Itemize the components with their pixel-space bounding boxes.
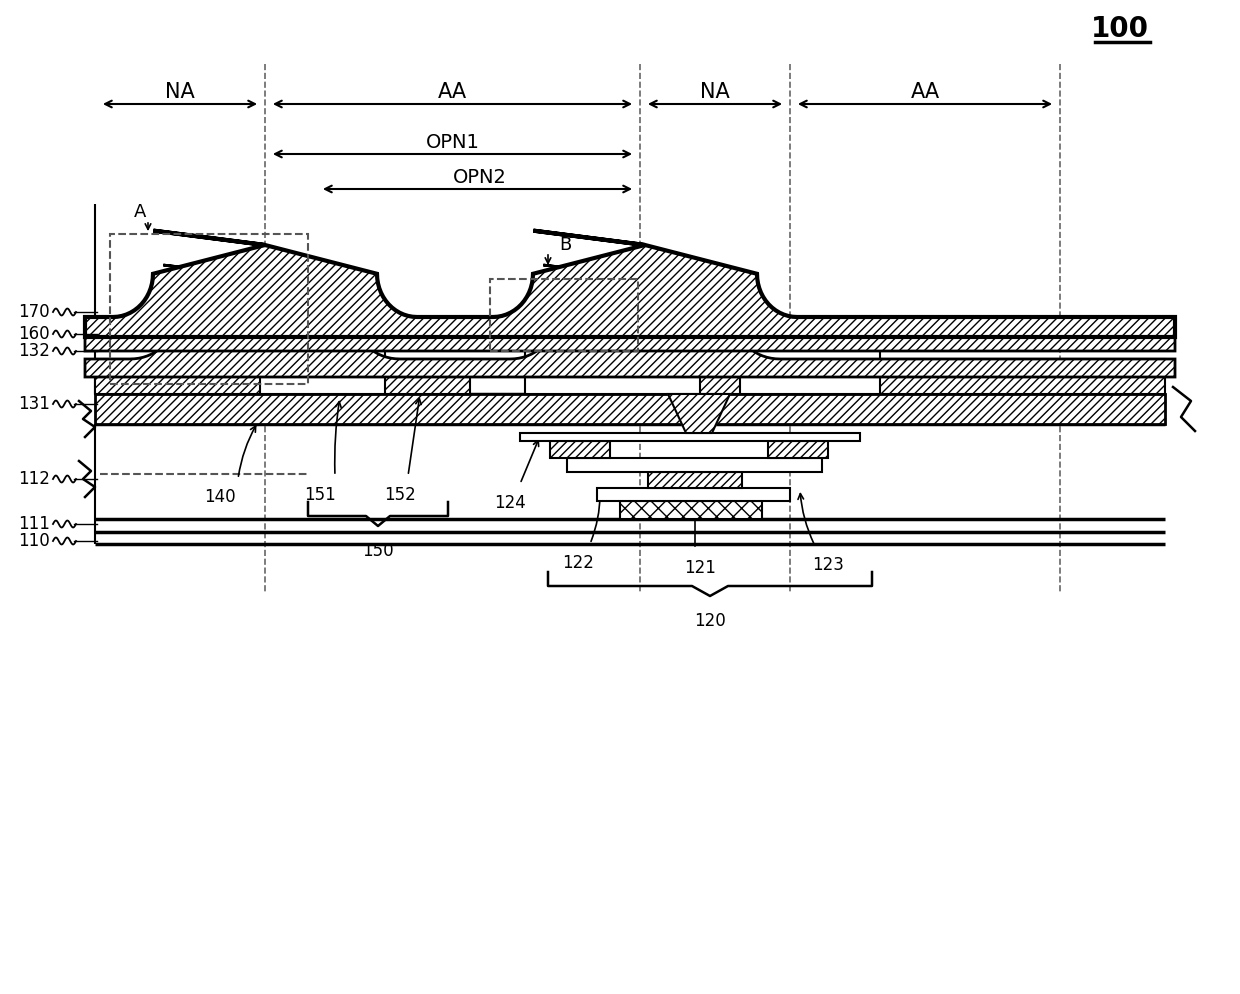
Text: A: A — [134, 203, 146, 221]
Text: NA: NA — [165, 82, 195, 102]
Bar — [490, 279, 639, 351]
Text: 112: 112 — [19, 470, 50, 488]
Bar — [625, 359, 1166, 394]
Bar — [95, 394, 1166, 424]
Polygon shape — [668, 394, 730, 433]
Text: 122: 122 — [562, 554, 594, 572]
Text: 151: 151 — [304, 486, 336, 504]
Text: OPN1: OPN1 — [425, 133, 480, 152]
Bar — [110, 234, 308, 384]
Text: 120: 120 — [694, 612, 725, 630]
Text: 140: 140 — [205, 488, 236, 506]
Bar — [95, 359, 470, 394]
Bar — [525, 336, 701, 394]
Text: 170: 170 — [19, 303, 50, 321]
Text: 131: 131 — [19, 395, 50, 413]
Bar — [649, 472, 742, 488]
Text: 132: 132 — [19, 342, 50, 360]
Text: 123: 123 — [812, 556, 844, 574]
Bar — [768, 441, 828, 458]
Text: 152: 152 — [384, 486, 415, 504]
Text: 121: 121 — [684, 559, 715, 577]
Text: NA: NA — [701, 82, 730, 102]
Text: 100: 100 — [1091, 15, 1149, 43]
Text: 160: 160 — [19, 325, 50, 343]
Text: 110: 110 — [19, 532, 50, 550]
Text: B: B — [559, 236, 572, 254]
Polygon shape — [86, 296, 1176, 377]
Bar — [567, 458, 822, 472]
Bar — [551, 441, 610, 458]
Polygon shape — [86, 265, 1176, 351]
Bar — [620, 501, 763, 519]
Text: AA: AA — [438, 82, 467, 102]
Text: 150: 150 — [362, 542, 394, 560]
Polygon shape — [668, 394, 730, 433]
Text: 124: 124 — [494, 494, 526, 512]
Text: 111: 111 — [19, 515, 50, 533]
Bar — [596, 488, 790, 501]
Text: OPN2: OPN2 — [453, 168, 507, 187]
Bar — [520, 433, 861, 441]
Bar — [740, 336, 880, 394]
Text: AA: AA — [910, 82, 940, 102]
Bar — [260, 336, 384, 394]
Polygon shape — [86, 231, 1176, 337]
